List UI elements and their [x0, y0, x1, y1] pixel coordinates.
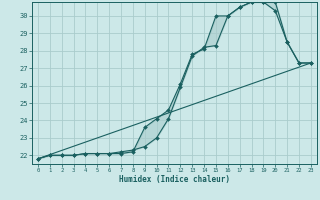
X-axis label: Humidex (Indice chaleur): Humidex (Indice chaleur): [119, 175, 230, 184]
